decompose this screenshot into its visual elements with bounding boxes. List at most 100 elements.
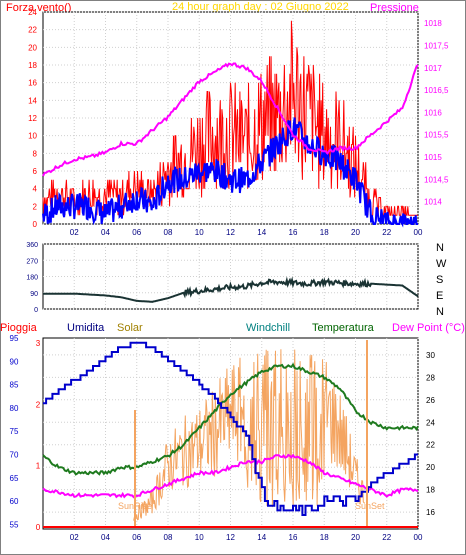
x-tick-label: 04	[101, 228, 110, 237]
x-tick-label: 16	[289, 533, 298, 542]
temperature-tick-label: 26	[426, 396, 435, 405]
wind-tick-label: 10	[28, 132, 37, 141]
rain-tick-label: 0	[36, 523, 41, 532]
x-tick-label: 16	[289, 228, 298, 237]
x-tick-label: 18	[320, 228, 329, 237]
pressure-tick-label: 1018	[424, 19, 442, 28]
x-tick-label: 20	[351, 533, 360, 542]
humidity-tick-label: 75	[10, 427, 19, 436]
temperature-series	[42, 362, 419, 476]
pressure-tick-label: 1016	[424, 108, 442, 117]
humidity-tick-label: 55	[10, 520, 19, 529]
x-tick-label: 10	[195, 228, 204, 237]
temperature-tick-label: 22	[426, 441, 435, 450]
humidity-axis-ticks: 55 60 65 70 75 80 85 90 95	[10, 334, 19, 529]
compass-label: N	[436, 306, 444, 318]
bottom-x-axis-ticks: 02 04 06 08 10 12 14 16 18 20 22 00	[70, 533, 423, 542]
chart-title: 24 hour graph day : 02 Giugno 2022	[172, 1, 349, 13]
x-tick-label: 22	[382, 228, 391, 237]
x-tick-label: 08	[164, 228, 173, 237]
x-tick-label: 12	[226, 533, 235, 542]
direction-tick-label: 360	[26, 242, 38, 249]
wind-tick-label: 8	[33, 149, 38, 158]
pressure-axis-label: Pressione	[370, 2, 419, 14]
rain-tick-label: 1	[36, 462, 41, 471]
x-tick-label: 00	[414, 533, 423, 542]
wind-tick-label: 14	[28, 96, 37, 105]
pressure-series	[42, 62, 419, 177]
compass-label: N	[436, 242, 444, 254]
wind-tick-label: 2	[33, 202, 38, 211]
temperature-tick-label: 24	[426, 418, 435, 427]
pressure-tick-label: 1017,5	[424, 41, 449, 50]
wind-average-series	[42, 117, 418, 228]
x-tick-label: 02	[70, 228, 79, 237]
humidity-tick-label: 95	[10, 334, 19, 343]
x-tick-label: 06	[132, 533, 141, 542]
temperature-tick-label: 16	[426, 508, 435, 517]
legend-item: Windchill	[246, 322, 290, 334]
x-tick-label: 14	[257, 228, 266, 237]
x-tick-label: 08	[164, 533, 173, 542]
humidity-tick-label: 70	[10, 450, 19, 459]
direction-tick-label: 90	[30, 291, 38, 298]
wind-tick-label: 20	[28, 43, 37, 52]
x-tick-label: 18	[320, 533, 329, 542]
direction-tick-label: 0	[34, 307, 38, 314]
pressure-tick-label: 1017	[424, 64, 442, 73]
humidity-tick-label: 65	[10, 474, 19, 483]
compass-label: E	[436, 290, 443, 302]
legend-item: Umidita	[67, 322, 105, 334]
legend-item: Temperatura	[312, 322, 375, 334]
dew-point-series	[42, 453, 419, 499]
legend-item: Dew Point (°C)	[392, 322, 465, 334]
humidity-tick-label: 90	[10, 357, 19, 366]
x-tick-label: 02	[70, 533, 79, 542]
compass-label: W	[436, 258, 447, 270]
top-right-axis-ticks: 1014 1014,5 1015 1015,5 1016 1016,5 1017 1017,5…	[424, 19, 449, 207]
x-tick-label: 22	[382, 533, 391, 542]
x-tick-label: 06	[132, 228, 141, 237]
legend-item: Pioggia	[0, 322, 38, 334]
temperature-axis-ticks: 16 18 20 22 24 26 28 30	[426, 351, 435, 517]
wind-axis-label: Forza vento()	[6, 2, 71, 14]
x-tick-label: 12	[226, 228, 235, 237]
direction-left-axis-ticks: 0 90 180 270 360	[26, 242, 38, 314]
temperature-humidity-chart: Pioggia Umidita Solar Windchill Temperatura D…	[0, 322, 465, 542]
rain-axis-ticks: 0 1 2 3	[36, 339, 41, 532]
wind-gust-series	[42, 20, 418, 225]
humidity-tick-label: 60	[10, 497, 19, 506]
wind-tick-label: 6	[33, 167, 38, 176]
wind-tick-label: 18	[28, 61, 37, 70]
temperature-tick-label: 20	[426, 463, 435, 472]
wind-tick-label: 22	[28, 26, 37, 35]
rain-tick-label: 3	[36, 339, 41, 348]
wind-tick-label: 4	[33, 185, 38, 194]
pressure-tick-label: 1014	[424, 198, 442, 207]
temperature-tick-label: 18	[426, 486, 435, 495]
wind-tick-label: 24	[28, 8, 37, 17]
wind-pressure-chart: Forza vento() 24 hour graph day : 02 Giu…	[6, 1, 449, 237]
temperature-tick-label: 30	[426, 351, 435, 360]
wind-tick-label: 0	[33, 220, 38, 229]
compass-label: S	[436, 274, 443, 286]
wind-tick-label: 12	[28, 114, 37, 123]
legend-item: Solar	[117, 322, 143, 334]
x-tick-label: 00	[414, 228, 423, 237]
direction-grid	[43, 243, 419, 310]
humidity-tick-label: 80	[10, 404, 19, 413]
humidity-tick-label: 85	[10, 381, 19, 390]
wind-tick-label: 16	[28, 79, 37, 88]
direction-tick-label: 270	[26, 258, 38, 265]
direction-tick-label: 180	[26, 275, 38, 282]
wind-direction-series	[43, 276, 419, 303]
humidity-series	[43, 341, 418, 516]
sunrise-label: SunRise	[118, 501, 152, 511]
sunset-label: SunSet	[355, 501, 385, 511]
rain-tick-label: 2	[36, 400, 41, 409]
pressure-tick-label: 1015	[424, 153, 442, 162]
